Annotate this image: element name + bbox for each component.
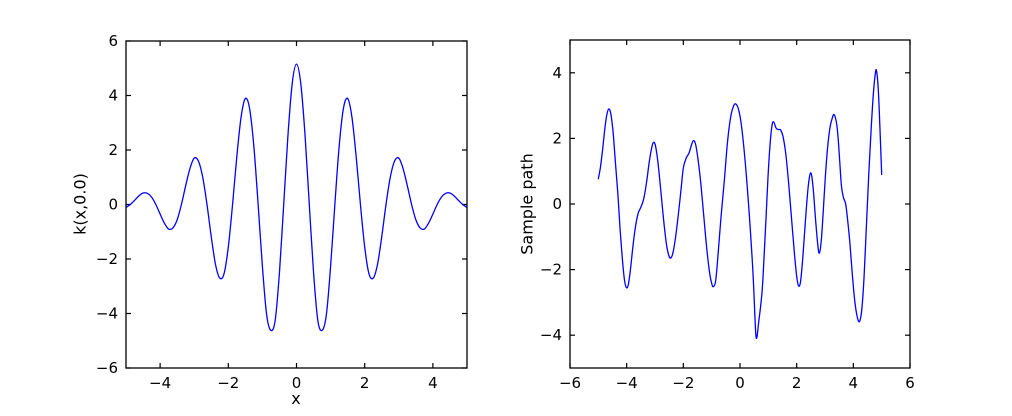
sample-path-curve (597, 68, 883, 340)
axes-frame (125, 40, 468, 369)
y-tick-label: −4 (540, 326, 562, 344)
kernel-subplot: −4 −2 0 2 4 −6 −4 −2 0 2 4 6 (96, 32, 468, 392)
y-tick-label: 2 (108, 141, 118, 159)
y-tick-label: 4 (552, 64, 562, 82)
x-tick-label: 6 (905, 374, 915, 392)
x-tick-label: −2 (217, 374, 239, 392)
y-tick-label: 4 (108, 87, 118, 105)
axes-frame (569, 39, 911, 369)
x-tick-label: −6 (559, 374, 581, 392)
kernel-x-axis-label: x (291, 389, 300, 408)
y-tick-label: −4 (96, 305, 118, 323)
y-tick-label: −2 (540, 261, 562, 279)
y-tick-label: 0 (108, 196, 118, 214)
kernel-curve (126, 63, 467, 332)
x-tick-label: 0 (292, 374, 302, 392)
x-tick-label: 4 (849, 374, 859, 392)
x-tick-label: 0 (735, 374, 745, 392)
sample-path-subplot: −6 −4 −2 0 2 4 6 −4 −2 0 2 4 (540, 39, 915, 392)
x-tick-label: −2 (672, 374, 694, 392)
y-tick-label: 0 (552, 195, 562, 213)
x-tick-label: 4 (428, 374, 438, 392)
kernel-y-axis-label: k(x,0.0) (71, 173, 90, 235)
y-tick-label: 6 (108, 32, 118, 50)
x-tick-label: 2 (792, 374, 802, 392)
y-tick-label: −6 (96, 359, 118, 377)
y-tick-label: 2 (552, 129, 562, 147)
x-tick-label: −4 (149, 374, 171, 392)
x-tick-label: 2 (360, 374, 370, 392)
x-tick-label: −4 (616, 374, 638, 392)
sample-path-y-axis-label: Sample path (518, 153, 537, 254)
y-tick-label: −2 (96, 250, 118, 268)
